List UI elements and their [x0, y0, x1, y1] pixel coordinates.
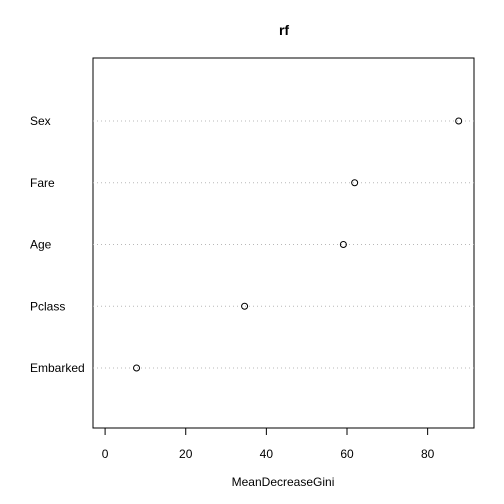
guide-lines: [93, 121, 474, 368]
category-label: Embarked: [30, 361, 85, 375]
category-label: Age: [30, 238, 52, 252]
x-tick-label: 60: [340, 447, 354, 461]
category-label: Sex: [30, 114, 51, 128]
category-labels: Sex Fare Age Pclass Embarked: [30, 114, 85, 375]
data-point: [352, 180, 358, 186]
category-label: Fare: [30, 176, 55, 190]
data-point: [456, 118, 462, 124]
data-point: [242, 303, 248, 309]
plot-frame: [93, 58, 474, 428]
x-axis-label: MeanDecreaseGini: [232, 475, 335, 489]
x-tick-label: 20: [179, 447, 193, 461]
data-point: [134, 365, 140, 371]
x-tick-label: 80: [421, 447, 435, 461]
category-label: Pclass: [30, 299, 65, 313]
x-axis: 0 20 40 60 80: [102, 428, 435, 461]
chart-title: rf: [279, 22, 289, 38]
x-tick-label: 0: [102, 447, 109, 461]
x-tick-label: 40: [260, 447, 274, 461]
